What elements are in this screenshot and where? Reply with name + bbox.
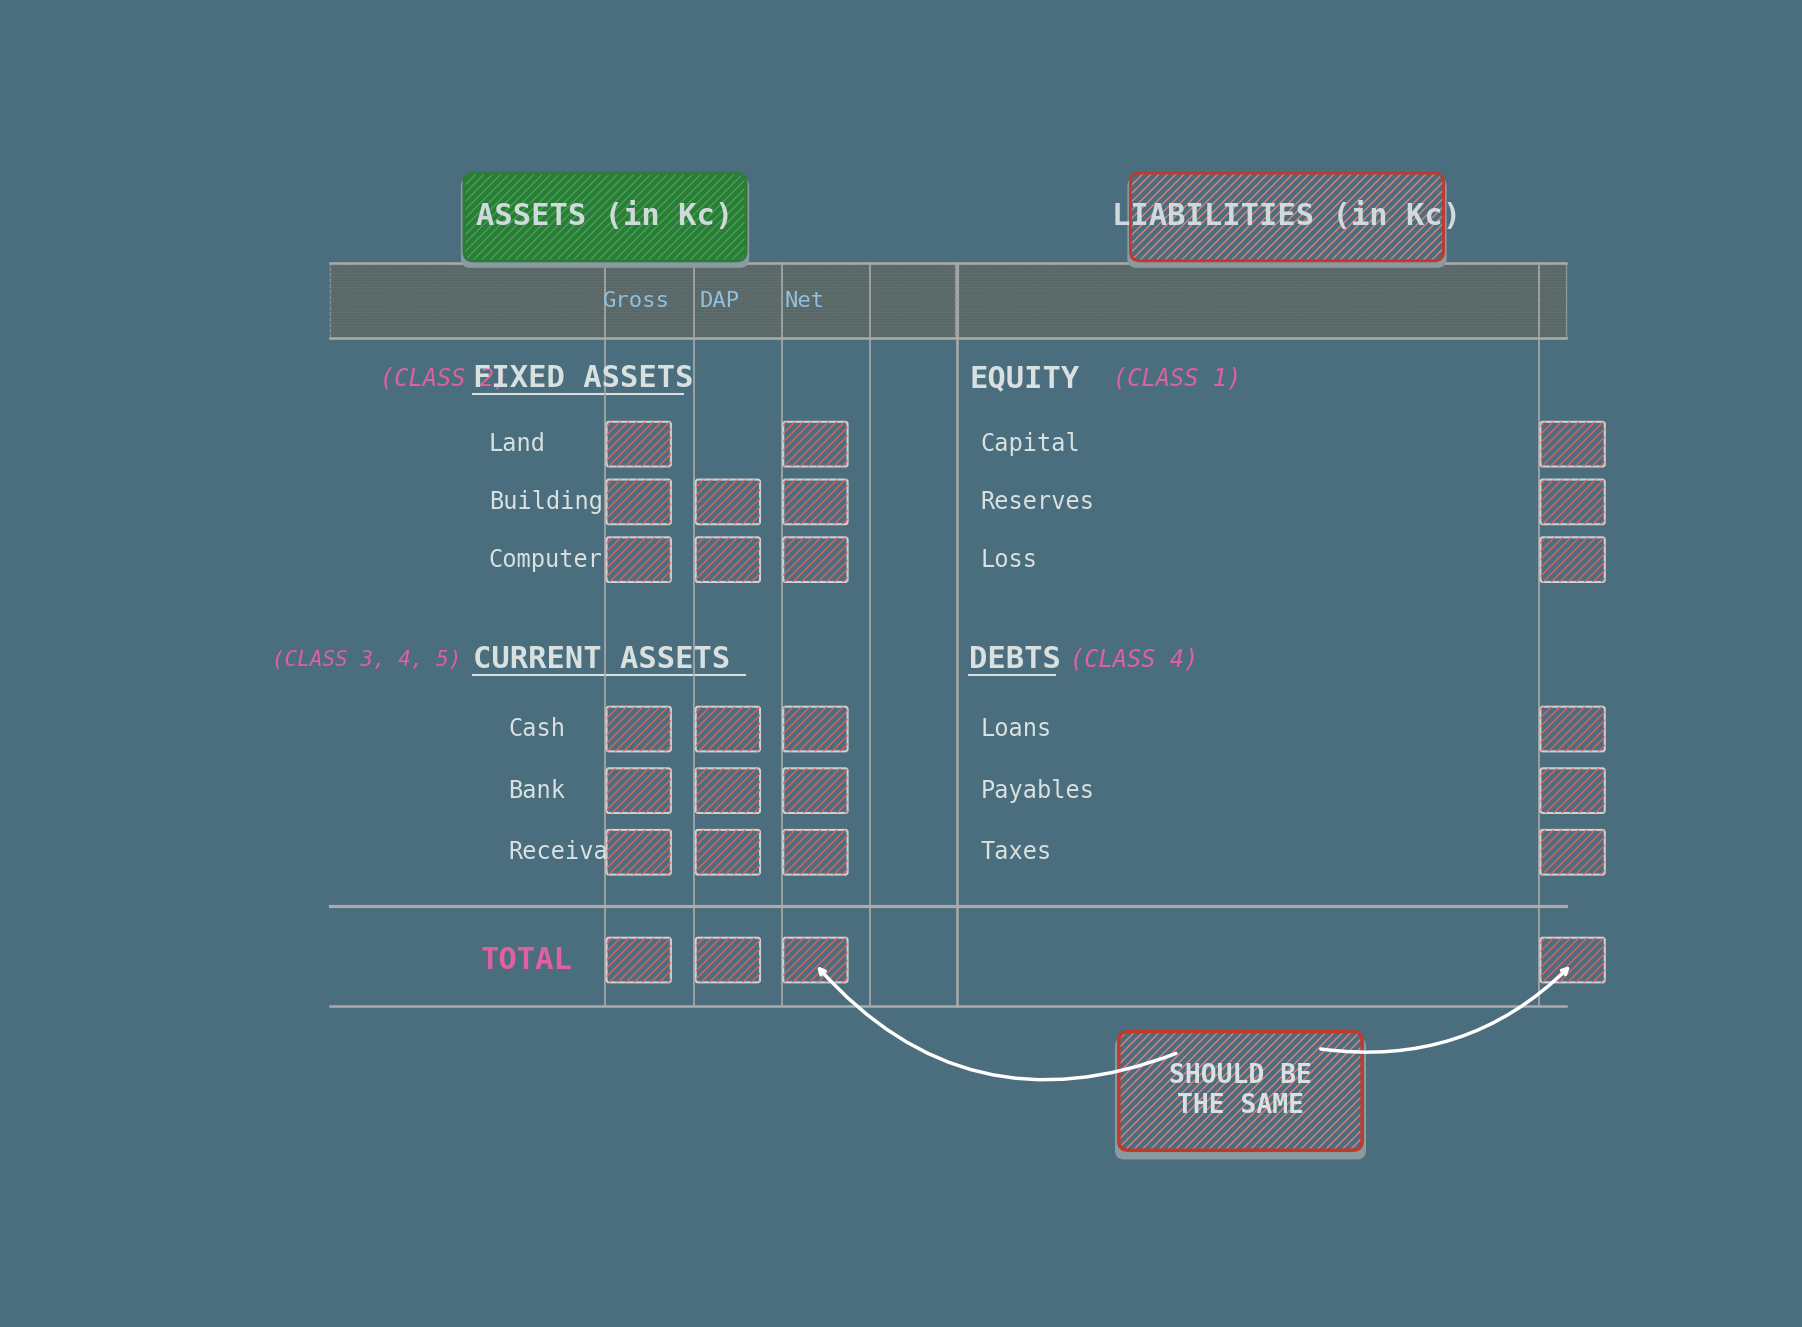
Text: Loss: Loss	[980, 548, 1038, 572]
FancyBboxPatch shape	[607, 938, 670, 982]
Text: Gross: Gross	[602, 291, 669, 311]
FancyBboxPatch shape	[784, 768, 847, 813]
Bar	[330, 263, 955, 338]
FancyBboxPatch shape	[607, 537, 670, 583]
Text: EQUITY: EQUITY	[969, 364, 1079, 393]
Text: Payables: Payables	[980, 779, 1096, 803]
FancyBboxPatch shape	[696, 829, 760, 874]
Text: Cash: Cash	[508, 717, 566, 740]
FancyBboxPatch shape	[696, 479, 760, 524]
FancyBboxPatch shape	[784, 422, 847, 467]
Bar	[330, 263, 955, 338]
FancyBboxPatch shape	[1541, 829, 1606, 874]
Text: Loans: Loans	[980, 717, 1052, 740]
FancyBboxPatch shape	[1541, 707, 1606, 751]
Bar	[959, 263, 1566, 338]
Text: Capital: Capital	[980, 433, 1081, 456]
Text: DEBTS: DEBTS	[969, 645, 1061, 674]
FancyBboxPatch shape	[1541, 422, 1606, 467]
FancyBboxPatch shape	[461, 176, 750, 268]
FancyBboxPatch shape	[784, 938, 847, 982]
FancyBboxPatch shape	[784, 537, 847, 583]
Text: Taxes: Taxes	[980, 840, 1052, 864]
Text: TOTAL: TOTAL	[481, 946, 573, 974]
FancyBboxPatch shape	[696, 938, 760, 982]
FancyBboxPatch shape	[696, 537, 760, 583]
Bar	[959, 263, 1566, 338]
FancyBboxPatch shape	[1128, 176, 1447, 268]
Text: Building: Building	[488, 490, 602, 514]
Text: LIABILITIES (in Kc): LIABILITIES (in Kc)	[1112, 203, 1461, 231]
Text: Computer: Computer	[488, 548, 602, 572]
FancyBboxPatch shape	[607, 707, 670, 751]
Text: (CLASS 1): (CLASS 1)	[1112, 366, 1242, 390]
FancyBboxPatch shape	[1541, 537, 1606, 583]
FancyBboxPatch shape	[784, 829, 847, 874]
Text: (CLASS 3, 4, 5): (CLASS 3, 4, 5)	[272, 650, 461, 670]
FancyBboxPatch shape	[696, 768, 760, 813]
Text: Reserves: Reserves	[980, 490, 1096, 514]
FancyBboxPatch shape	[607, 829, 670, 874]
FancyBboxPatch shape	[1541, 768, 1606, 813]
Text: Net: Net	[786, 291, 825, 311]
FancyBboxPatch shape	[696, 707, 760, 751]
FancyBboxPatch shape	[1115, 1036, 1366, 1160]
FancyBboxPatch shape	[463, 173, 746, 261]
Text: ASSETS (in Kc): ASSETS (in Kc)	[476, 203, 733, 231]
FancyBboxPatch shape	[1541, 938, 1606, 982]
Text: (CLASS 4): (CLASS 4)	[1070, 648, 1198, 671]
FancyBboxPatch shape	[607, 768, 670, 813]
Text: CURRENT ASSETS: CURRENT ASSETS	[474, 645, 730, 674]
FancyBboxPatch shape	[784, 707, 847, 751]
FancyBboxPatch shape	[1130, 173, 1443, 261]
FancyBboxPatch shape	[1119, 1031, 1362, 1151]
Text: SHOULD BE
THE SAME: SHOULD BE THE SAME	[1169, 1063, 1312, 1119]
Text: (CLASS 2): (CLASS 2)	[380, 366, 508, 390]
Text: Bank: Bank	[508, 779, 566, 803]
Text: FIXED ASSETS: FIXED ASSETS	[474, 364, 694, 393]
FancyBboxPatch shape	[607, 422, 670, 467]
Text: Land: Land	[488, 433, 546, 456]
Text: DAP: DAP	[699, 291, 741, 311]
FancyBboxPatch shape	[607, 479, 670, 524]
FancyBboxPatch shape	[784, 479, 847, 524]
FancyBboxPatch shape	[1541, 479, 1606, 524]
Text: Receivables: Receivables	[508, 840, 665, 864]
